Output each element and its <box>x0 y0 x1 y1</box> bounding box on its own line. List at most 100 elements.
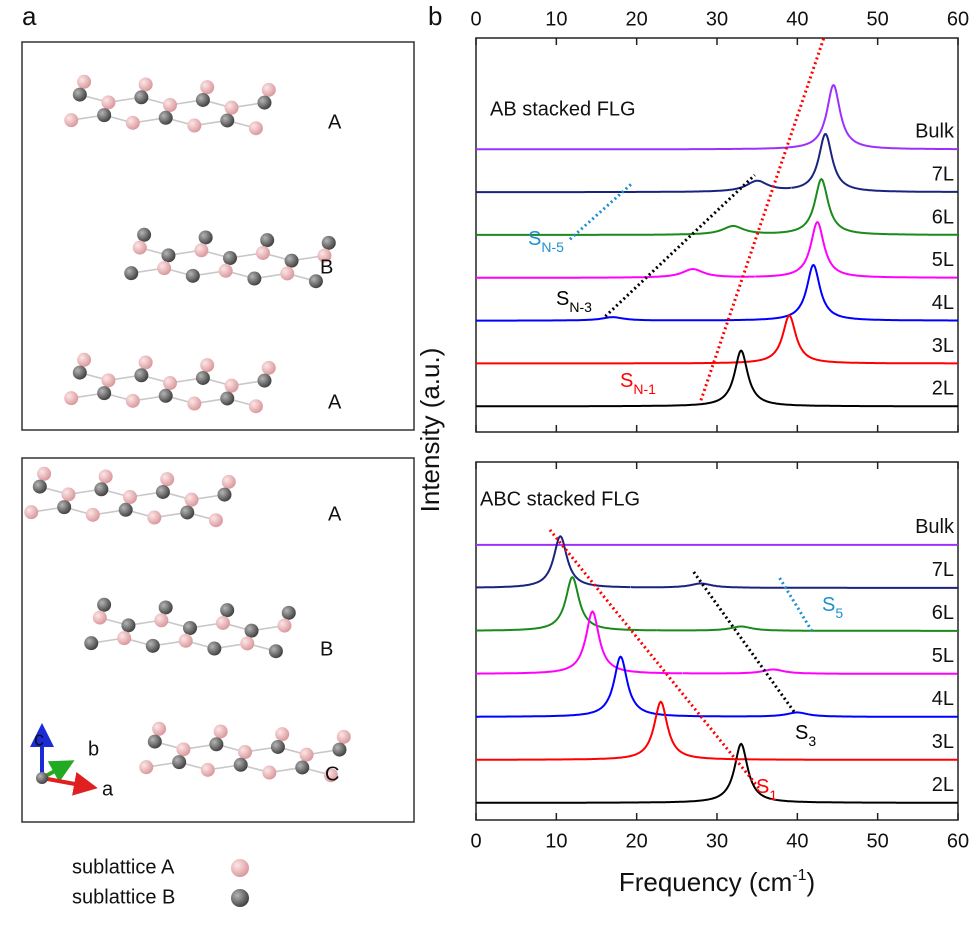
axis-label: a <box>102 778 114 800</box>
guide-line <box>778 577 814 632</box>
spectrum-peak <box>630 582 958 589</box>
atom <box>152 721 167 736</box>
atom <box>208 513 223 528</box>
layer-label: A <box>328 391 342 413</box>
guide-label-subscript: 1 <box>769 787 777 803</box>
atom <box>233 757 248 772</box>
atom <box>178 633 193 648</box>
spectrum-peak <box>791 133 958 193</box>
spectrum-peak <box>476 535 631 589</box>
atom <box>209 737 224 752</box>
guide-label-subscript: 3 <box>808 733 816 749</box>
atom <box>220 603 235 618</box>
atom <box>137 227 152 242</box>
series-label: 3L <box>932 335 954 357</box>
guide-label: S1 <box>756 776 777 802</box>
spectrum-peak <box>476 83 958 151</box>
spectrum-peak <box>476 316 713 322</box>
series-label: 6L <box>932 602 954 624</box>
atom <box>92 610 107 625</box>
x-tick-label: 30 <box>706 8 728 30</box>
panel-label: b <box>428 1 442 31</box>
series-label: 7L <box>932 163 954 185</box>
legend-label: sublattice A <box>72 856 175 878</box>
graphene-layer <box>84 597 296 659</box>
atom <box>121 618 136 633</box>
series-label: 4L <box>932 688 954 710</box>
guide-label: SN-1 <box>620 370 656 396</box>
atom <box>240 636 255 651</box>
guide-label-text: S <box>756 776 769 798</box>
atom <box>215 615 230 630</box>
atom <box>317 248 332 263</box>
x-axis-label-text: Frequency (cm <box>619 867 792 897</box>
series-label: 6L <box>932 206 954 228</box>
atom <box>295 760 310 775</box>
spectrum-peak <box>656 625 958 632</box>
graphene-layer <box>24 466 236 528</box>
atom <box>217 487 232 502</box>
atom <box>163 98 177 112</box>
atom <box>257 95 272 110</box>
graphene-layer <box>124 227 336 289</box>
layer-label: A <box>328 111 342 133</box>
atom <box>64 391 79 406</box>
guide-label-text: S <box>822 594 835 616</box>
graphene-layer <box>64 74 276 136</box>
atom <box>184 492 199 507</box>
atom <box>134 90 149 105</box>
atom <box>268 644 283 659</box>
atom <box>155 484 170 499</box>
legend-swatch <box>231 859 249 877</box>
atom <box>257 373 272 388</box>
x-tick-label: 20 <box>626 8 648 30</box>
x-tick-label: 0 <box>470 830 481 852</box>
spectrum-peak <box>709 711 958 718</box>
atom <box>213 724 228 739</box>
layer-label: A <box>328 503 342 525</box>
atom <box>220 391 235 406</box>
x-tick-label: 40 <box>786 8 808 30</box>
atom <box>160 472 175 487</box>
axis-label: c <box>34 728 44 750</box>
atom <box>194 243 209 258</box>
x-tick-label: 50 <box>867 8 889 30</box>
plot-frame <box>475 461 959 821</box>
guide-label: SN-5 <box>528 228 564 254</box>
guide-line <box>692 571 797 714</box>
atom <box>101 95 116 110</box>
guide-label: S3 <box>795 722 816 748</box>
spectrum-peak <box>476 742 958 804</box>
x-tick-label: 60 <box>947 8 969 30</box>
atom <box>261 82 276 97</box>
atom <box>117 631 132 646</box>
atom <box>284 253 299 268</box>
atom <box>255 245 270 260</box>
layer-label: C <box>325 763 339 785</box>
atom <box>157 261 172 276</box>
atom <box>158 110 173 125</box>
structure-frame <box>21 457 415 823</box>
atom <box>224 378 239 393</box>
atom <box>139 760 154 775</box>
atom <box>207 641 222 656</box>
spectrum-peak <box>476 314 958 365</box>
atom <box>261 360 276 375</box>
axis-label: b <box>88 738 99 760</box>
spectrum-peak <box>476 610 683 675</box>
atom <box>260 233 275 248</box>
atom <box>61 487 76 502</box>
x-tick-label: 50 <box>867 830 889 852</box>
spectrum-peak <box>476 576 657 632</box>
atom <box>321 235 336 250</box>
atom <box>308 274 323 289</box>
guide-label-subscript: N-5 <box>541 239 564 255</box>
atom <box>299 747 314 762</box>
guide-line <box>604 173 756 318</box>
spectrum-peak <box>476 179 791 194</box>
spectrum-peak <box>713 263 958 322</box>
atom <box>147 734 162 749</box>
atom <box>323 768 338 783</box>
guide-line <box>699 37 826 401</box>
